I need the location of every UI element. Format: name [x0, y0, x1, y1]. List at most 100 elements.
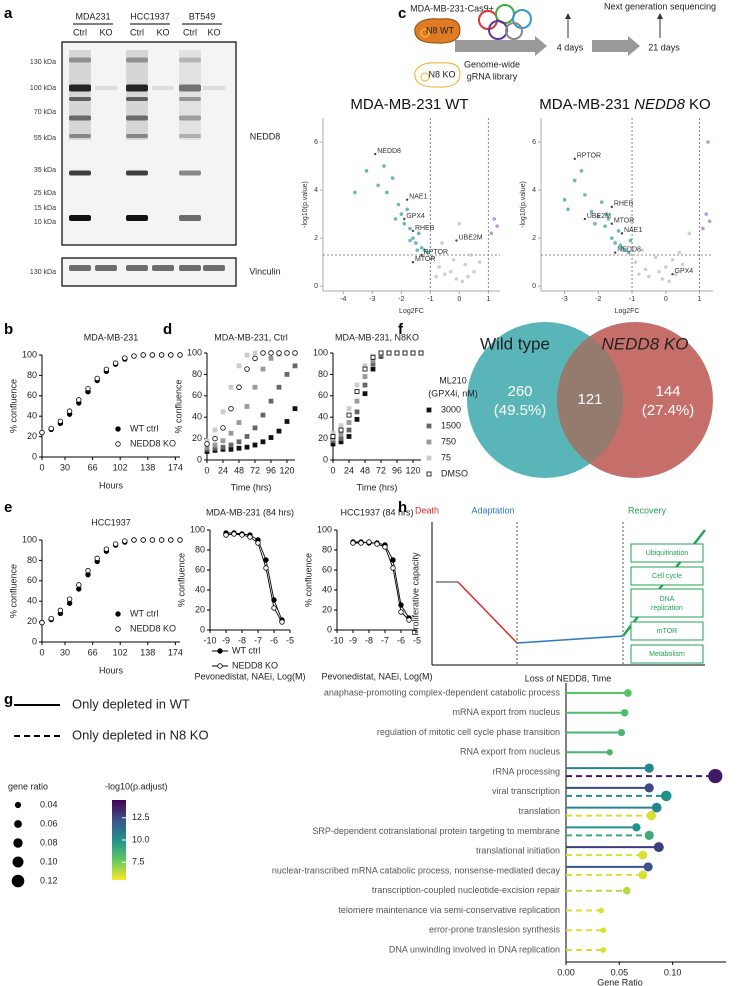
size-marker: 130 kDa [30, 59, 56, 66]
y-tick-label: 80 [27, 370, 37, 380]
y-axis-label: % confluence [8, 379, 18, 433]
point [252, 425, 258, 431]
annotated-gene [671, 272, 674, 276]
size-legend-dot [12, 856, 24, 868]
band [152, 265, 174, 271]
venn-percent: (49.5%) [494, 402, 547, 419]
panel-label: g [4, 691, 13, 708]
y-tick-label: 100 [313, 347, 328, 357]
point [57, 607, 64, 614]
trend [457, 581, 518, 644]
y-axis-label: % confluence [303, 553, 313, 607]
y-tick-label: 40 [195, 584, 205, 594]
size-marker: 55 kDa [34, 135, 56, 142]
lane-label: Ctrl [73, 27, 87, 37]
size-legend-label: 0.12 [40, 875, 58, 885]
legend-marker [115, 626, 121, 632]
point [362, 374, 368, 379]
point [362, 391, 368, 397]
legend-label: 1500 [441, 420, 461, 430]
point [149, 537, 156, 543]
size-legend-dot [13, 838, 23, 848]
venn-count: 121 [577, 391, 602, 408]
band [95, 86, 117, 90]
pathway-box [630, 588, 704, 618]
venn-left-title: Wild type [480, 334, 550, 353]
point [212, 442, 218, 448]
x-tick-label: -8 [238, 635, 246, 645]
pathway-label: Metabolism [649, 651, 685, 658]
gene-point [657, 269, 661, 274]
blot-frame [61, 41, 237, 246]
size-marker: 10 kDa [34, 219, 56, 226]
point [260, 439, 266, 445]
point [260, 366, 266, 372]
lollipop-dot [624, 689, 632, 697]
legend-marker [115, 426, 121, 432]
point [236, 363, 242, 369]
point [236, 439, 242, 445]
point [231, 531, 237, 537]
x-tick-label: -10 [330, 635, 343, 645]
nucleus [420, 72, 430, 82]
point [279, 619, 285, 625]
point [354, 382, 360, 388]
y-tick-label: 100 [190, 524, 205, 534]
band [126, 170, 148, 176]
point [228, 430, 234, 436]
size-marker: 70 kDa [34, 109, 56, 116]
gene-point [454, 277, 459, 281]
point [48, 615, 54, 622]
size-legend-label: 0.08 [40, 837, 58, 847]
gene-label: RPTOR [424, 249, 448, 256]
y-tick-label: 100 [317, 524, 332, 534]
point [94, 555, 100, 562]
lollipop-dot [644, 763, 654, 773]
point [362, 382, 368, 388]
point [354, 398, 360, 404]
x-tick-label: 1 [698, 296, 702, 303]
band [69, 215, 91, 221]
gene-point [623, 248, 628, 252]
gene-point [593, 221, 597, 226]
gene-point [492, 217, 496, 221]
y-tick-label: 80 [322, 544, 332, 554]
legend-marker [115, 611, 121, 617]
y-tick-label: 20 [192, 433, 202, 443]
y-tick-label: 0 [200, 624, 205, 634]
gene-point [353, 190, 357, 195]
lollipop-dot [617, 728, 626, 737]
panel-label: a [4, 5, 13, 22]
gene-point [613, 241, 617, 245]
legend-label: NEDD8 KO [130, 438, 176, 448]
y-tick-label: 60 [318, 390, 328, 400]
cell-line: HCC1937 [130, 11, 170, 21]
lollipop-dot [653, 842, 664, 853]
lollipop-dot [620, 709, 629, 717]
x-tick-label: 0 [664, 296, 668, 303]
y-tick-label: 80 [192, 369, 202, 379]
y-tick-label: 40 [192, 412, 202, 422]
point [263, 565, 269, 571]
point [284, 350, 290, 356]
point [220, 425, 226, 431]
point [418, 350, 424, 356]
x-axis-label: Hours [99, 665, 124, 675]
lollipop-dot [644, 830, 654, 841]
point [212, 427, 218, 433]
legend-marker [217, 663, 223, 669]
point [131, 353, 137, 359]
size-legend-label: 0.04 [40, 799, 58, 809]
x-tick-label: 174 [168, 647, 183, 657]
legend-label: 750 [441, 436, 456, 446]
x-tick-label: -2 [398, 296, 404, 303]
x-tick-label: 72 [376, 465, 386, 475]
gene-point [707, 219, 712, 224]
gene-label: UBE2M [587, 213, 611, 220]
band [69, 265, 91, 271]
readout: Next generation sequencing [604, 1, 716, 11]
band [179, 170, 201, 176]
point [268, 355, 274, 361]
x-axis-label: Time (hrs) [357, 482, 398, 492]
